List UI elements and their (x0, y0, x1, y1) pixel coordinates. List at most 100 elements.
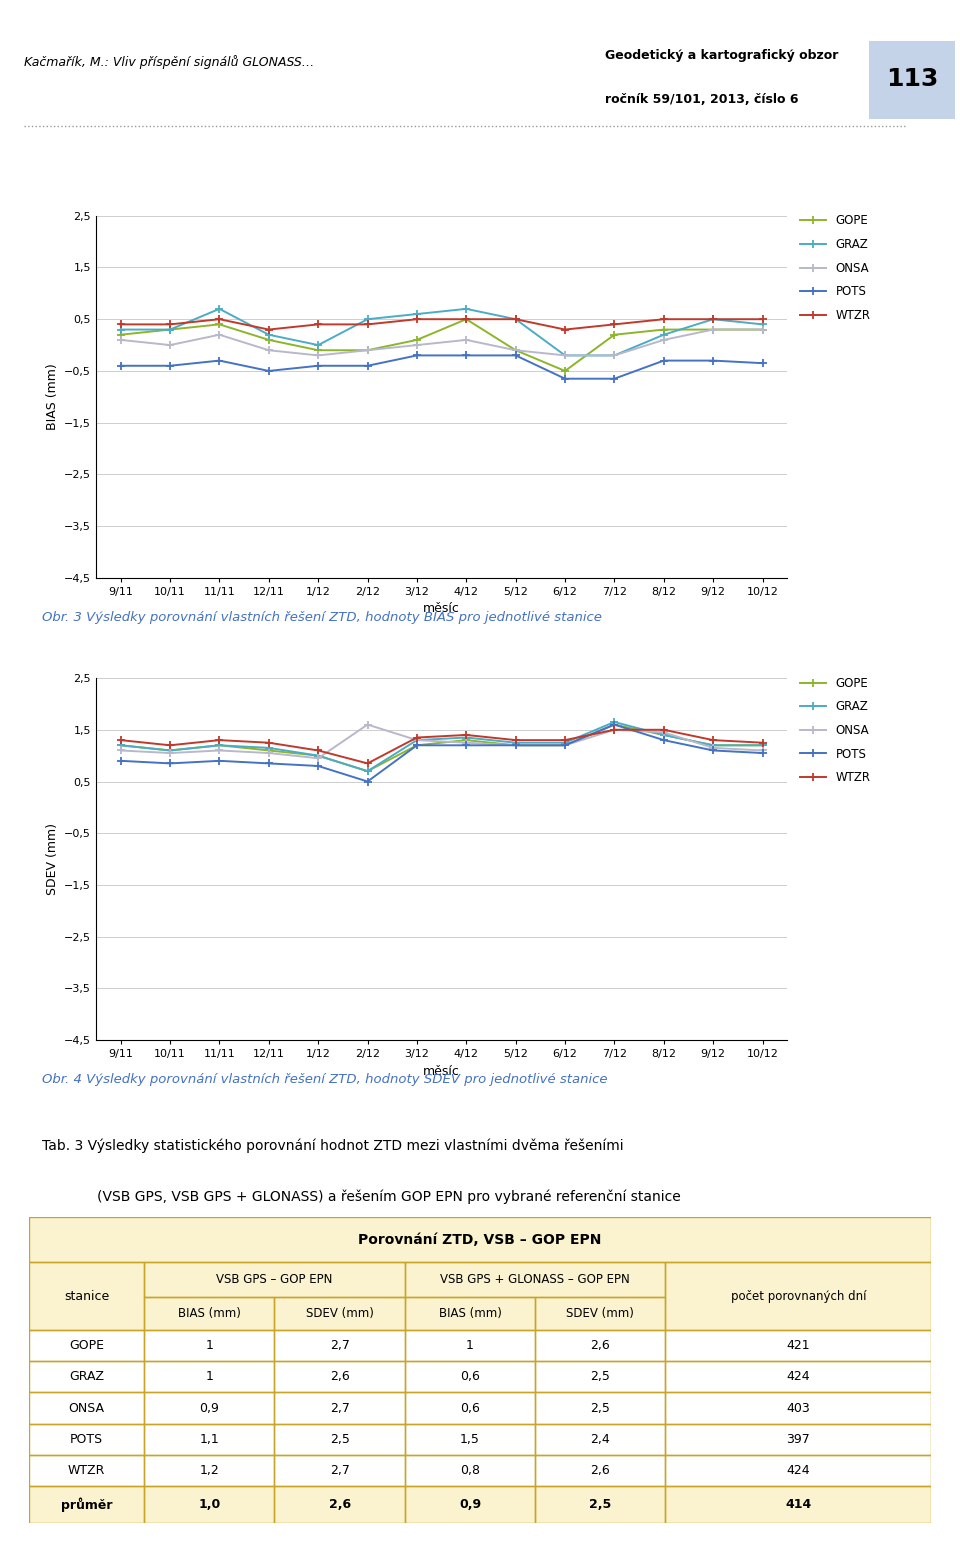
Text: 1: 1 (466, 1339, 474, 1351)
Y-axis label: BIAS (mm): BIAS (mm) (45, 364, 59, 430)
Text: 2,7: 2,7 (329, 1464, 349, 1476)
Bar (29, 1455, 144, 1486)
Text: SDEV (mm): SDEV (mm) (305, 1307, 373, 1321)
Text: 2,6: 2,6 (590, 1464, 611, 1476)
Bar (29, 1393, 144, 1424)
Bar (275, 1393, 405, 1424)
Bar (144, 1424, 275, 1455)
Bar (144, 1330, 275, 1361)
Text: 421: 421 (786, 1339, 810, 1351)
Bar (535, 1298, 665, 1330)
Bar (665, 1393, 931, 1424)
Bar (29, 1361, 144, 1393)
Text: 414: 414 (785, 1498, 811, 1510)
Bar (29, 1262, 144, 1330)
Bar (275, 1486, 405, 1523)
Text: ONSA: ONSA (68, 1402, 105, 1415)
Bar (144, 1455, 275, 1486)
Text: 2,6: 2,6 (590, 1339, 611, 1351)
Bar (869, 42, 955, 119)
Text: 2,5: 2,5 (329, 1433, 349, 1445)
Text: GOPE: GOPE (69, 1339, 104, 1351)
Bar (535, 1486, 665, 1523)
Legend: GOPE, GRAZ, ONSA, POTS, WTZR: GOPE, GRAZ, ONSA, POTS, WTZR (800, 676, 871, 784)
Text: 0,9: 0,9 (459, 1498, 481, 1510)
Bar (535, 1361, 665, 1393)
Bar (665, 1361, 931, 1393)
Bar (29, 1424, 144, 1455)
Text: průměr: průměr (60, 1496, 112, 1512)
Bar (29, 1455, 144, 1486)
Bar (144, 1298, 275, 1330)
Text: 1,0: 1,0 (198, 1498, 221, 1510)
Text: 403: 403 (786, 1402, 810, 1415)
Text: 424: 424 (786, 1370, 810, 1384)
Text: 424: 424 (786, 1464, 810, 1476)
Text: počet porovnaných dní: počet porovnaných dní (731, 1290, 866, 1302)
Bar (405, 1361, 535, 1393)
Text: 2,5: 2,5 (590, 1402, 611, 1415)
Text: Geodetický a kartografický obzor: Geodetický a kartografický obzor (605, 49, 838, 62)
Text: ročník 59/101, 2013, číslo 6: ročník 59/101, 2013, číslo 6 (605, 92, 799, 106)
Bar (275, 1298, 405, 1330)
Text: 1,2: 1,2 (200, 1464, 219, 1476)
Bar (405, 1424, 535, 1455)
Bar (405, 1330, 535, 1361)
Bar (405, 1455, 535, 1486)
Bar (144, 1361, 275, 1393)
Text: POTS: POTS (70, 1433, 103, 1445)
Text: BIAS (mm): BIAS (mm) (439, 1307, 501, 1321)
Bar (275, 1455, 405, 1486)
Text: Obr. 3 Výsledky porovnání vlastních řešení ZTD, hodnoty BIAS pro jednotlivé stan: Obr. 3 Výsledky porovnání vlastních řeše… (42, 610, 602, 624)
Bar (29, 1486, 144, 1523)
Bar (144, 1262, 405, 1298)
Bar (405, 1393, 535, 1424)
Text: stanice: stanice (63, 1290, 109, 1302)
Bar (275, 1424, 405, 1455)
Text: 0,9: 0,9 (200, 1402, 219, 1415)
Text: 1,5: 1,5 (460, 1433, 480, 1445)
Bar (275, 1361, 405, 1393)
Bar (405, 1486, 535, 1523)
Bar (665, 1393, 931, 1424)
Bar (144, 1330, 275, 1361)
Text: 113: 113 (886, 68, 938, 91)
Bar (405, 1298, 535, 1330)
Bar (665, 1330, 931, 1361)
Text: BIAS (mm): BIAS (mm) (178, 1307, 241, 1321)
Bar (144, 1486, 275, 1523)
Bar (144, 1361, 275, 1393)
Bar (665, 1486, 931, 1523)
Text: 1: 1 (205, 1370, 213, 1384)
Bar (144, 1298, 275, 1330)
Bar (405, 1455, 535, 1486)
Text: 0,6: 0,6 (460, 1402, 480, 1415)
Text: VSB GPS – GOP EPN: VSB GPS – GOP EPN (216, 1273, 333, 1287)
Bar (535, 1424, 665, 1455)
X-axis label: měsíc: měsíc (423, 603, 460, 615)
Bar (665, 1455, 931, 1486)
Bar (665, 1262, 931, 1330)
Text: 2,6: 2,6 (329, 1370, 349, 1384)
Bar (405, 1262, 665, 1298)
Bar (665, 1455, 931, 1486)
Bar (275, 1361, 405, 1393)
Text: Obr. 4 Výsledky porovnání vlastních řešení ZTD, hodnoty SDEV pro jednotlivé stan: Obr. 4 Výsledky porovnání vlastních řeše… (42, 1073, 608, 1086)
Bar (535, 1393, 665, 1424)
Bar (405, 1424, 535, 1455)
Bar (665, 1330, 931, 1361)
Bar (405, 1330, 535, 1361)
Bar (275, 1424, 405, 1455)
Bar (405, 1298, 535, 1330)
Bar (275, 1393, 405, 1424)
Bar (144, 1393, 275, 1424)
Bar (405, 1393, 535, 1424)
Bar (535, 1298, 665, 1330)
Bar (665, 1486, 931, 1523)
X-axis label: měsíc: měsíc (423, 1065, 460, 1077)
Text: Kačmařík, M.: Vliv příspění signálů GLONASS…: Kačmařík, M.: Vliv příspění signálů GLON… (24, 55, 314, 69)
Bar (144, 1393, 275, 1424)
Bar (665, 1424, 931, 1455)
Bar (29, 1330, 144, 1361)
Bar (275, 1486, 405, 1523)
